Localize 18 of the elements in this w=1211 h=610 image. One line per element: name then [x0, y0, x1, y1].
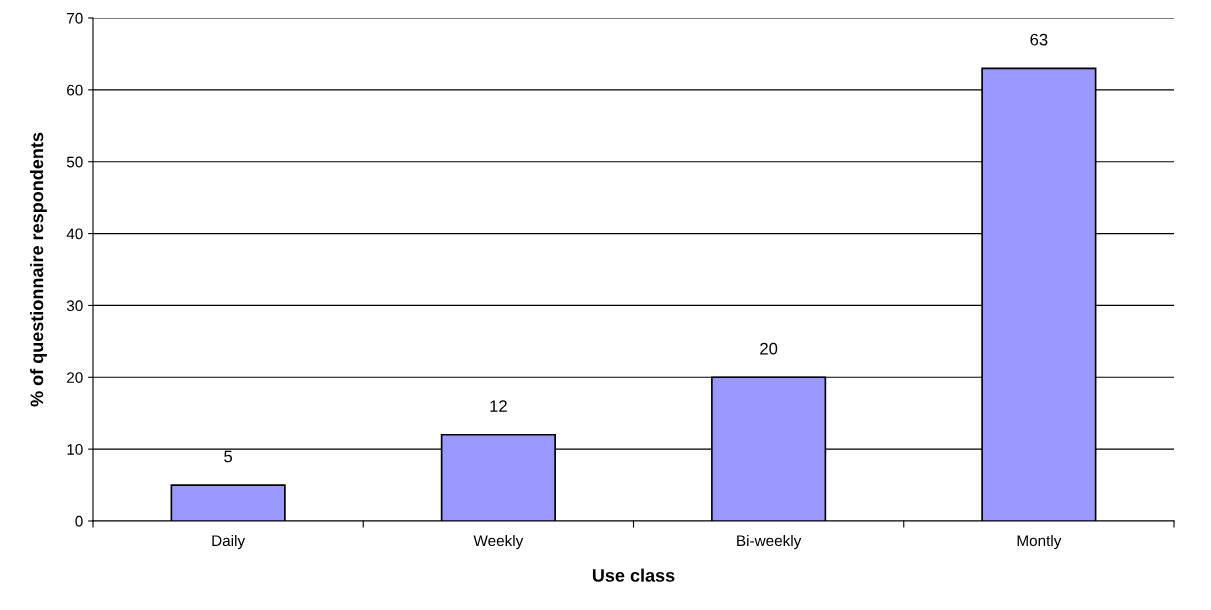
x-tick-label: Weekly [473, 534, 524, 550]
y-tick-label: 0 [75, 515, 83, 527]
x-tick-label: Montly [1017, 534, 1062, 550]
y-tick-label: 60 [67, 84, 83, 96]
y-tick-label: 40 [66, 228, 83, 240]
data-label: 20 [760, 342, 778, 355]
x-tick-label: Bi-weekly [737, 534, 802, 550]
y-tick-label: 70 [67, 12, 83, 24]
y-tick-label: 20 [67, 372, 83, 383]
data-label: 5 [224, 450, 233, 463]
x-axis-title: Use class [592, 568, 675, 582]
y-tick-label: 10 [67, 444, 83, 455]
data-label: 63 [1030, 33, 1048, 46]
y-axis-title: % of questionnaire respondents [30, 132, 47, 407]
y-tick-label: 50 [66, 156, 83, 168]
y-tick-label: 30 [66, 300, 83, 312]
data-label: 12 [490, 400, 507, 412]
x-tick-label: Daily [212, 534, 246, 550]
